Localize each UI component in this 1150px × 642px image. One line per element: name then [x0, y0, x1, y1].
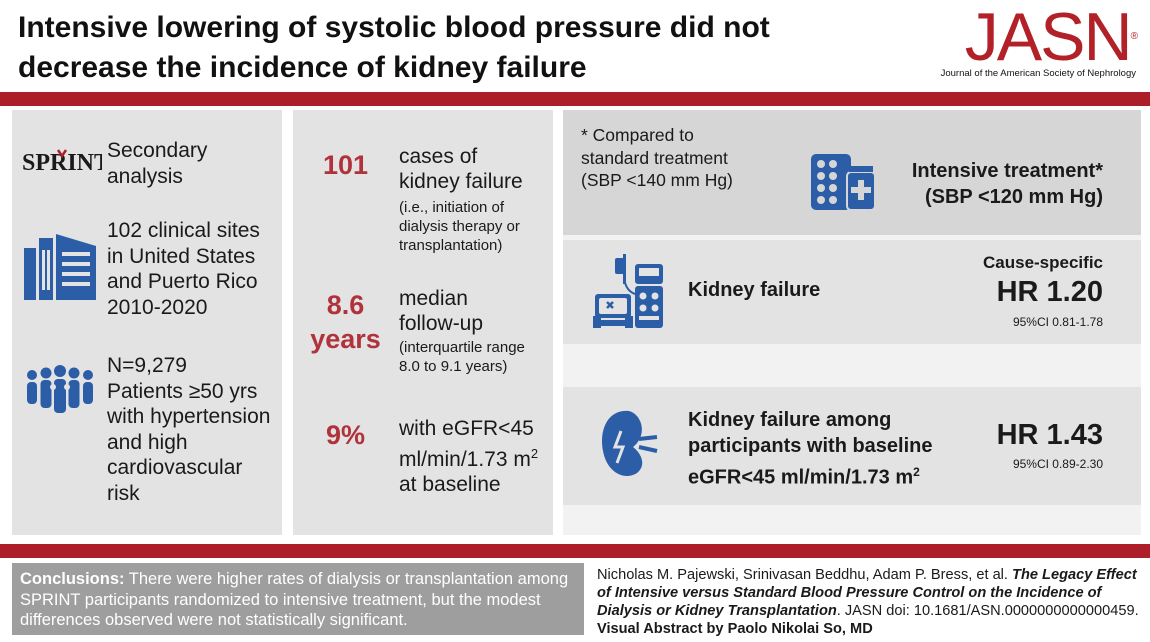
stat-number: 101	[322, 150, 369, 180]
stat-number-line: 8.6	[326, 290, 365, 320]
hazard-ratio: HR 1.20	[996, 276, 1103, 308]
bottom-divider-bar	[0, 544, 1150, 558]
conclusion-text: There were higher rates of dialysis or t…	[20, 570, 569, 629]
stat-main-line: follow-up	[399, 312, 484, 335]
top-divider-bar	[0, 92, 1150, 106]
citation-title: The Legacy Effect of Intensive versus St…	[597, 567, 1137, 619]
stat-main-line: cases of	[399, 145, 478, 168]
sprint-logo: SPRINT	[22, 146, 110, 181]
baseline-label: Kidney failure among participants with b…	[688, 407, 933, 491]
intensive-line: (SBP <120 mm Hg)	[924, 186, 1103, 208]
stat-main-line: at baseline	[399, 473, 501, 496]
stat-main: cases of kidney failure	[399, 144, 523, 194]
dialysis-icon	[593, 250, 665, 335]
superscript: 2	[530, 446, 539, 461]
baseline-unit-text: eGFR<45 ml/min/1.73 m	[688, 466, 914, 489]
stat-unit-text: ml/min/1.73 m	[399, 448, 531, 471]
kidney-icon	[599, 407, 659, 488]
patients-line: with hypertension	[107, 405, 271, 428]
patients-row: N=9,279 Patients ≥50 yrs with hypertensi…	[12, 353, 282, 513]
stat-sub-line: dialysis therapy or	[399, 218, 520, 235]
logo-subtitle: Journal of the American Society of Nephr…	[940, 68, 1136, 79]
sites-text: 102 clinical sites in United States and …	[107, 218, 260, 320]
sprint-logo-text: SPRINT	[22, 150, 102, 176]
analysis-row: SPRINT Secondary analysis	[12, 134, 282, 194]
comparison-header: * Compared to standard treatment (SBP <1…	[563, 110, 1141, 235]
confidence-interval: 95%CI 0.81-1.78	[1012, 315, 1103, 329]
title-line-1: Intensive lowering of systolic blood pre…	[18, 11, 770, 44]
note-line: standard treatment	[581, 147, 728, 168]
citation-credit: Visual Abstract by Paolo Nikolai So, MD	[597, 621, 873, 637]
analysis-line: analysis	[107, 164, 183, 188]
stat-main: with eGFR<45 ml/min/1.73 m2 at baseline	[399, 416, 538, 497]
citation-journal: . JASN doi: 10.1681/ASN.0000000000000459…	[836, 603, 1139, 619]
study-info-panel: SPRINT Secondary analysis 102 clin	[12, 110, 282, 535]
key-stats-panel: 101 cases of kidney failure (i.e., initi…	[293, 110, 553, 535]
results-panel: * Compared to standard treatment (SBP <1…	[563, 110, 1141, 535]
stat-sub-line: (interquartile range	[399, 339, 525, 356]
people-group-icon	[22, 365, 98, 430]
sites-row: 102 clinical sites in United States and …	[12, 218, 282, 328]
patients-line: cardiovascular	[107, 456, 243, 479]
registered-mark: ®	[1130, 31, 1139, 42]
jasn-logo: JASN® Journal of the American Society of…	[926, 0, 1139, 79]
stat-sub: (i.e., initiation of dialysis therapy or…	[399, 198, 520, 255]
patients-text: N=9,279 Patients ≥50 yrs with hypertensi…	[107, 353, 270, 506]
confidence-interval: 95%CI 0.89-2.30	[1012, 457, 1103, 471]
kidney-failure-result: Kidney failure Cause-specific HR 1.20 95…	[563, 240, 1141, 344]
stat-main: median follow-up	[399, 286, 483, 336]
patients-line: and high	[107, 430, 188, 454]
stat-main-line: kidney failure	[399, 170, 523, 193]
intensive-treatment-label: Intensive treatment* (SBP <120 mm Hg)	[912, 158, 1103, 210]
note-line: (SBP <140 mm Hg)	[581, 170, 733, 190]
comparison-note: * Compared to standard treatment (SBP <1…	[581, 124, 733, 192]
sites-line: in United States	[107, 244, 256, 268]
citation: Nicholas M. Pajewski, Srinivasan Beddhu,…	[597, 566, 1145, 638]
stat-sub-line: 8.0 to 9.1 years)	[399, 358, 508, 375]
baseline-label-line: eGFR<45 ml/min/1.73 m2	[688, 459, 933, 491]
sites-line: and Puerto Rico	[107, 270, 258, 293]
building-icon	[22, 230, 98, 305]
stat-sub-line: (i.e., initiation of	[399, 199, 505, 216]
baseline-label-line: participants with baseline	[688, 435, 933, 457]
title-line-2: decrease the incidence of kidney failure	[18, 51, 587, 84]
stat-number: 8.6 years	[293, 288, 398, 356]
kidney-failure-baseline-result: Kidney failure among participants with b…	[563, 387, 1141, 505]
patients-line: risk	[107, 481, 140, 505]
page-title: Intensive lowering of systolic blood pre…	[18, 8, 898, 88]
cause-specific-label: Cause-specific	[983, 253, 1103, 272]
analysis-line: Secondary	[107, 139, 208, 162]
conclusion-box: Conclusions: There were higher rates of …	[12, 563, 584, 635]
sites-line: 2010-2020	[107, 295, 208, 319]
stat-number: 9%	[325, 420, 366, 450]
baseline-label-line: Kidney failure among	[688, 409, 892, 431]
stat-main-line: median	[399, 287, 468, 310]
stat-sub: (interquartile range 8.0 to 9.1 years)	[399, 338, 525, 376]
kidney-failure-label: Kidney failure	[688, 279, 821, 301]
stat-main-line: ml/min/1.73 m2	[399, 441, 538, 472]
citation-authors: Nicholas M. Pajewski, Srinivasan Beddhu,…	[597, 567, 1013, 583]
patients-line: N=9,279	[107, 354, 187, 377]
hazard-ratio: HR 1.43	[996, 419, 1103, 451]
stat-sub-line: transplantation)	[399, 237, 503, 254]
sites-line: 102 clinical sites	[107, 219, 260, 242]
superscript: 2	[913, 465, 920, 479]
analysis-type: Secondary analysis	[107, 138, 207, 189]
medication-icon	[811, 150, 877, 217]
stat-number-line: years	[310, 324, 381, 354]
conclusion-label: Conclusions:	[20, 570, 125, 588]
patients-line: Patients ≥50 yrs	[107, 379, 258, 403]
note-line: * Compared to	[581, 125, 694, 145]
stat-main-line: with eGFR<45	[399, 417, 534, 440]
logo-word: JASN	[964, 0, 1133, 75]
intensive-line: Intensive treatment*	[911, 160, 1103, 182]
